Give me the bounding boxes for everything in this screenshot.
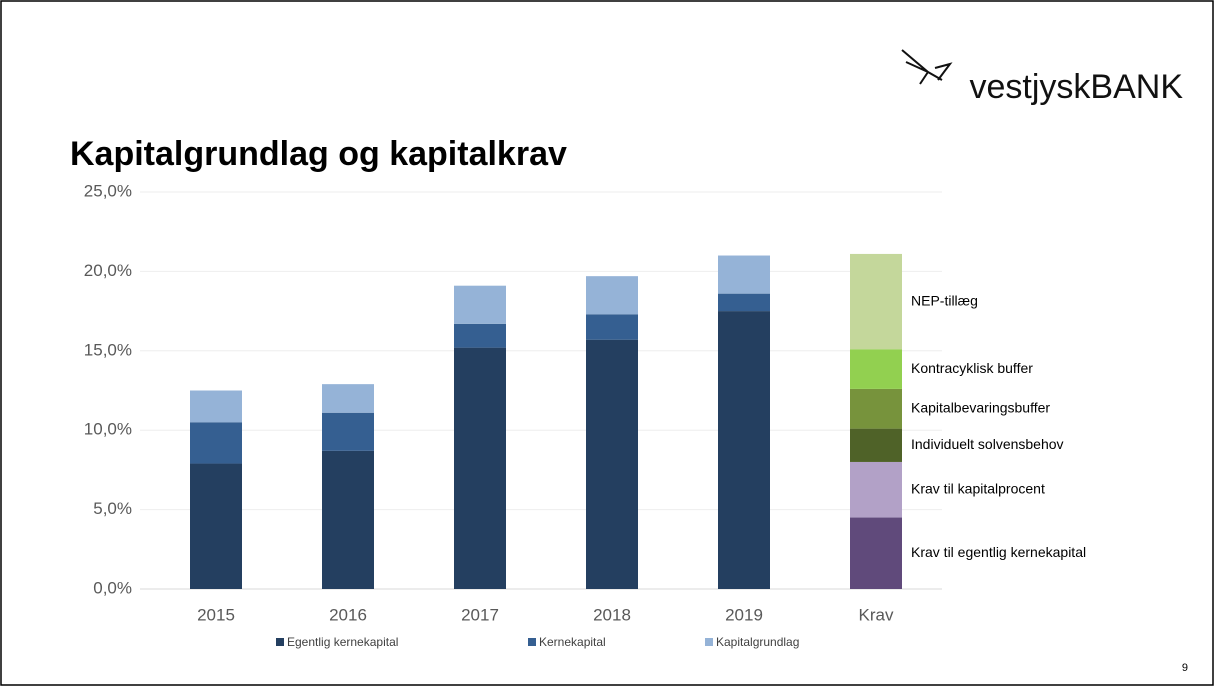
requirement-segment — [850, 428, 902, 462]
y-tick-label: 20,0% — [84, 261, 132, 280]
legend-marker — [276, 638, 284, 646]
bar-segment — [322, 450, 374, 589]
legend-label: Kapitalgrundlag — [716, 635, 799, 649]
legend-marker — [705, 638, 713, 646]
x-tick-label: 2016 — [329, 605, 367, 624]
bar-segment — [586, 314, 638, 340]
bar-segment — [718, 293, 770, 312]
x-tick-label: 2019 — [725, 605, 763, 624]
bar-segment — [322, 412, 374, 451]
bar-segment — [718, 255, 770, 294]
bar-segment — [454, 285, 506, 324]
requirement-segment — [850, 349, 902, 389]
bar-segment — [586, 339, 638, 589]
requirement-label: Individuelt solvensbehov — [911, 436, 1064, 452]
requirement-segment — [850, 461, 902, 518]
requirement-label: Krav til egentlig kernekapital — [911, 544, 1086, 560]
bar-segment — [454, 323, 506, 348]
requirement-segment — [850, 517, 902, 589]
logo-icon — [901, 49, 953, 85]
legend-label: Kernekapital — [539, 635, 606, 649]
bar-segment — [190, 422, 242, 464]
y-tick-label: 5,0% — [93, 499, 132, 518]
x-tick-label: Krav — [859, 605, 894, 624]
y-tick-label: 15,0% — [84, 340, 132, 359]
requirement-segment — [850, 388, 902, 429]
bar-segment — [322, 384, 374, 413]
bar-segment — [190, 390, 242, 423]
bar-segment — [586, 276, 638, 315]
legend-marker — [528, 638, 536, 646]
requirement-label: NEP-tillæg — [911, 292, 978, 308]
requirement-segment — [850, 253, 902, 350]
logo-text: vestjyskBANK — [970, 68, 1184, 106]
requirement-label: Krav til kapitalprocent — [911, 480, 1045, 496]
chart-title: Kapitalgrundlag og kapitalkrav — [70, 135, 567, 173]
bar-segment — [454, 347, 506, 589]
x-tick-label: 2017 — [461, 605, 499, 624]
page-number: 9 — [1182, 662, 1188, 674]
x-tick-label: 2015 — [197, 605, 235, 624]
legend-label: Egentlig kernekapital — [287, 635, 398, 649]
y-tick-label: 0,0% — [93, 578, 132, 597]
bar-segment — [190, 463, 242, 589]
bar-segment — [718, 311, 770, 589]
y-tick-label: 10,0% — [84, 420, 132, 439]
requirement-label: Kapitalbevaringsbuffer — [911, 399, 1050, 415]
y-tick-label: 25,0% — [84, 181, 132, 200]
requirement-label: Kontracyklisk buffer — [911, 360, 1033, 376]
x-tick-label: 2018 — [593, 605, 631, 624]
